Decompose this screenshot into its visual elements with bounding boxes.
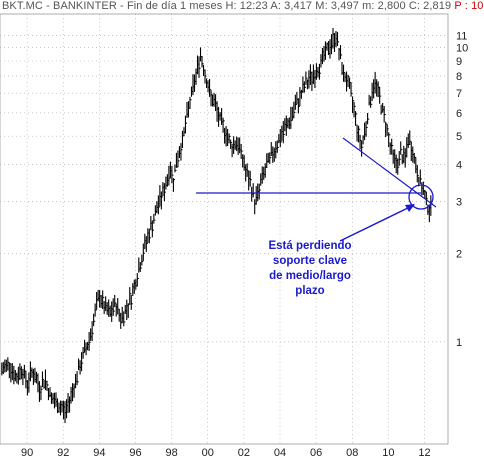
x-tick-label: 02: [238, 447, 250, 459]
x-tick-label: 98: [165, 447, 177, 459]
x-tick-label: 08: [346, 447, 358, 459]
y-tick-label: 4: [456, 160, 462, 172]
x-axis-labels: 90 92 94 96 98 00 02 04 06 08 10 12: [21, 447, 431, 459]
x-tick-label: 00: [202, 447, 214, 459]
annotation-line-4: plazo: [295, 285, 324, 297]
annotation-line-3: de medio/largo: [269, 270, 351, 282]
y-tick-label: 6: [456, 108, 462, 120]
y-tick-label: 3: [456, 196, 462, 208]
price-bars: [1, 28, 433, 424]
x-tick-label: 10: [382, 447, 394, 459]
grid: [0, 14, 448, 444]
x-tick-label: 96: [129, 447, 141, 459]
annotation-arrow-head: [405, 204, 415, 212]
plot-frame: [0, 13, 449, 445]
y-tick-label: 10: [456, 43, 468, 55]
y-tick-label: 9: [456, 56, 462, 68]
y-tick-label: 1: [456, 337, 462, 349]
downtrend-line: [342, 137, 437, 208]
x-tick-label: 12: [418, 447, 430, 459]
header-text: BKT.MC - BANKINTER - Fin de día 1 meses …: [2, 0, 452, 12]
annotation-line-1: Está perdiendo: [268, 240, 351, 252]
x-tick-label: 92: [57, 447, 69, 459]
annotation-line-2: soporte clave: [273, 255, 347, 267]
y-tick-label: 11: [456, 30, 467, 42]
x-tick-label: 94: [93, 447, 105, 459]
x-tick-label: 04: [274, 447, 286, 459]
x-tick-label: 90: [21, 447, 33, 459]
y-tick-label: 5: [456, 131, 462, 143]
y-tick-label: 8: [456, 71, 462, 83]
x-tick-label: 06: [310, 447, 322, 459]
header-red-text: P : 10: [454, 0, 484, 12]
highlight-circle: [408, 184, 434, 210]
chart-header: BKT.MC - BANKINTER - Fin de día 1 meses …: [2, 0, 484, 12]
y-tick-label: 7: [456, 88, 462, 100]
annotation-arrow: [339, 204, 415, 242]
y-tick-label: 2: [456, 248, 462, 260]
